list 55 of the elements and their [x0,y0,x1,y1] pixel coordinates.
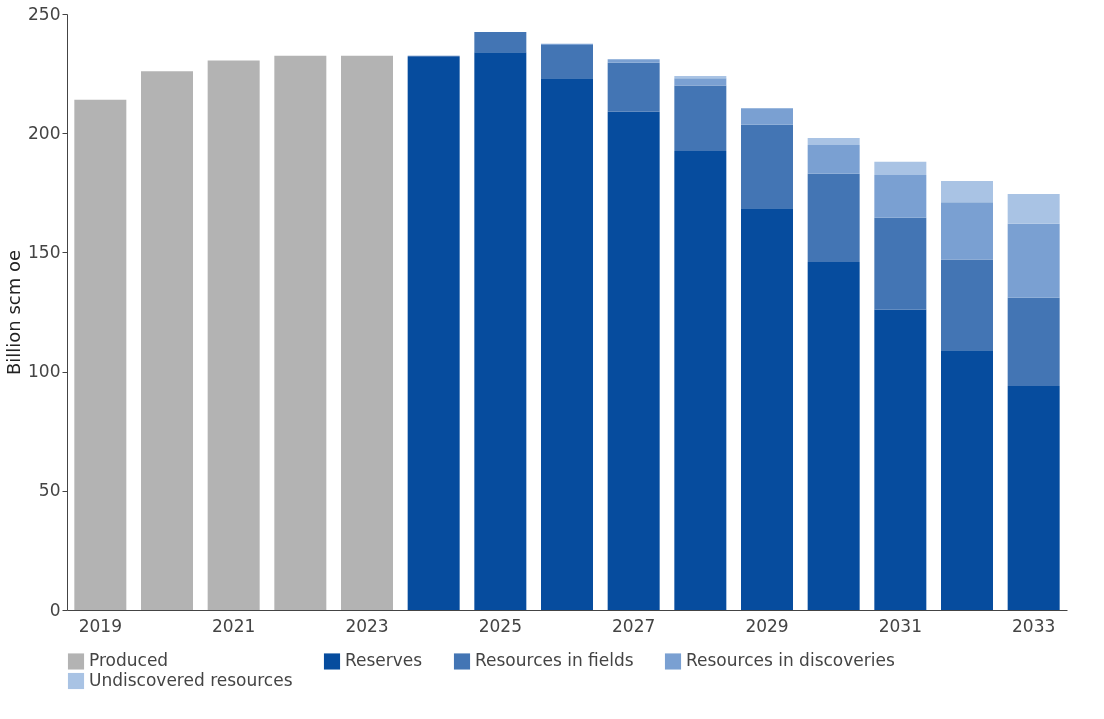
bar [607,62,660,112]
bar [1007,297,1060,386]
legend-label: Resources in fields [475,650,634,671]
bar [941,259,993,351]
bar [874,309,927,610]
bar [1007,193,1060,224]
legend-label: Resources in discoveries [686,650,895,671]
bar [741,108,793,125]
bar [607,59,660,63]
bar [1007,223,1060,298]
bar [274,55,327,610]
x-tick-label: 2027 [612,615,656,636]
bar [674,151,727,610]
bar [674,85,727,152]
x-tick-label: 2023 [345,615,389,636]
bar [474,52,527,610]
legend-label: Reserves [345,650,423,671]
y-tick-label: 0 [49,599,61,620]
bar [74,99,127,610]
x-tick-label: 2019 [78,615,122,636]
y-tick-label: 200 [28,122,61,143]
bar [874,161,927,175]
legend-label: Undiscovered resources [89,670,293,690]
y-axis-title: Billion scm oe [3,249,25,376]
bar [674,78,727,86]
x-tick-label: 2033 [1012,615,1056,636]
y-tick-label: 250 [28,3,61,24]
bar [874,174,927,218]
bar [341,55,393,610]
bar [741,124,793,209]
bar [941,202,993,260]
x-tick-label: 2025 [478,615,522,636]
y-tick-label: 150 [28,241,61,262]
bar [874,217,927,310]
x-tick-label: 2021 [212,615,256,636]
bar [407,56,460,610]
bar [741,208,793,610]
bar [207,60,260,610]
bar [807,145,860,174]
bar [607,111,660,610]
y-tick-label: 100 [28,361,61,382]
bar [541,44,593,79]
bar [141,71,193,610]
bar [807,173,860,262]
bar [474,31,527,53]
x-tick-label: 2029 [745,615,789,636]
bar [807,137,860,146]
bar [541,78,593,610]
x-tick-label: 2031 [878,615,922,636]
y-tick-label: 50 [38,480,61,501]
bar [807,261,860,610]
bar [941,180,993,203]
legend-label: Produced [89,650,169,671]
bar [941,350,993,610]
bar [1007,385,1060,610]
